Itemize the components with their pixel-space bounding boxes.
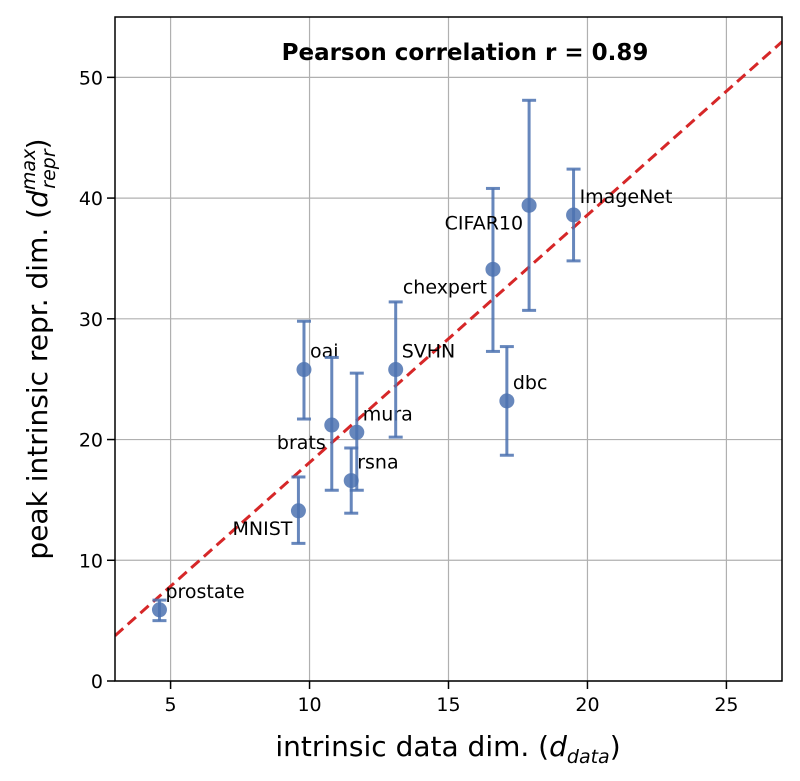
x-tick-label: 20 <box>575 694 599 716</box>
data-point-mnist: MNIST <box>233 475 306 545</box>
point-label: SVHN <box>402 341 456 363</box>
correlation-annotation: Pearson correlation r = 0.89 <box>282 40 649 66</box>
point-marker <box>324 417 340 433</box>
x-tick-label: 10 <box>297 694 321 716</box>
x-axis-label: intrinsic data dim. (ddata) <box>275 730 620 768</box>
ticks: 5 10 15 20 25 0 10 20 30 40 50 <box>79 67 739 716</box>
data-point-cifar10: CIFAR10 <box>445 98 537 312</box>
data-point-dbc: dbc <box>499 345 548 457</box>
y-tick-label: 0 <box>91 671 103 693</box>
point-label: ImageNet <box>580 186 673 208</box>
point-marker <box>485 261 501 277</box>
fit-line <box>115 40 782 637</box>
point-marker <box>151 602 167 618</box>
point-label: mura <box>363 403 413 425</box>
point-marker <box>388 362 404 378</box>
y-axis-label: peak intrinsic repr. dim. (dmaxrepr) <box>18 138 60 559</box>
data-point-svhn: SVHN <box>388 300 456 439</box>
y-tick-label: 30 <box>79 309 103 331</box>
data-point-imagenet: ImageNet <box>566 167 673 263</box>
point-marker <box>521 197 537 213</box>
y-tick-label: 40 <box>79 188 103 210</box>
data-point-prostate: prostate <box>151 581 245 623</box>
point-marker <box>296 362 312 378</box>
x-tick-label: 15 <box>436 694 460 716</box>
fit-layer <box>115 40 782 637</box>
point-label: MNIST <box>233 518 293 540</box>
point-label: chexpert <box>403 276 487 298</box>
y-tick-label: 20 <box>79 430 103 452</box>
data-point-chexpert: chexpert <box>403 186 501 353</box>
data-point-brats: brats <box>277 355 340 492</box>
data-point-rsna: rsna <box>343 446 399 515</box>
point-label: oai <box>310 341 339 363</box>
point-marker <box>343 473 359 489</box>
y-tick-label: 50 <box>79 67 103 89</box>
point-marker <box>349 424 365 440</box>
point-label: prostate <box>165 581 244 603</box>
y-tick-label: 10 <box>79 550 103 572</box>
x-tick-label: 25 <box>714 694 738 716</box>
point-label: rsna <box>357 452 398 474</box>
data-point-mura: mura <box>349 371 413 492</box>
point-marker <box>566 207 582 223</box>
point-label: CIFAR10 <box>445 212 523 234</box>
point-label: brats <box>277 432 326 454</box>
point-marker <box>290 503 306 519</box>
x-tick-label: 5 <box>165 694 177 716</box>
points-layer: prostate MNIST oai brats rsna mura SVHN chexper… <box>151 98 673 623</box>
point-marker <box>499 393 515 409</box>
point-label: dbc <box>513 372 548 394</box>
